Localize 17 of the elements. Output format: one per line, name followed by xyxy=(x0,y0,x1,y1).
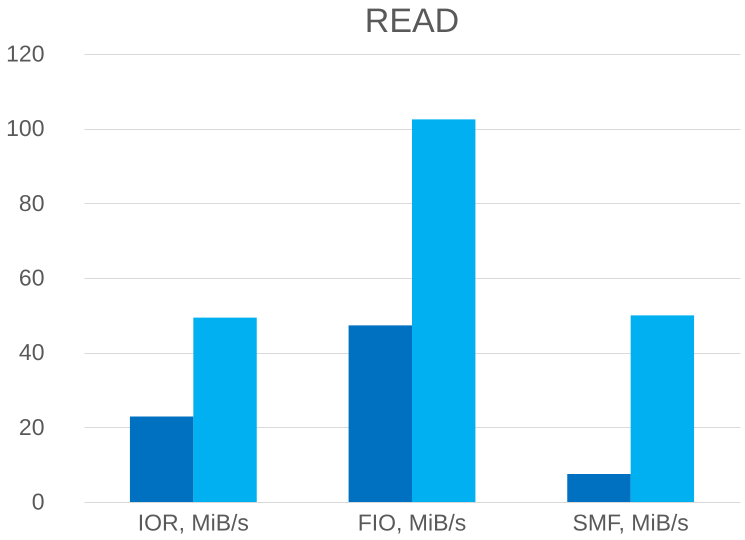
bar xyxy=(630,315,694,502)
bar xyxy=(412,119,476,502)
x-tick-label: IOR, MiB/s xyxy=(138,510,249,536)
bar xyxy=(193,318,257,502)
chart-title: READ xyxy=(364,2,460,40)
y-tick-label: 80 xyxy=(18,190,44,216)
bar xyxy=(348,325,412,502)
y-tick-label: 60 xyxy=(18,264,44,290)
y-tick-label: 100 xyxy=(6,115,44,142)
y-tick-label: 0 xyxy=(32,488,44,514)
y-tick-label: 20 xyxy=(18,414,44,440)
bar xyxy=(130,416,194,502)
y-tick-label: 120 xyxy=(6,40,44,66)
y-tick-label: 40 xyxy=(18,339,44,366)
bar xyxy=(567,474,631,502)
x-tick-label: FIO, MiB/s xyxy=(358,510,466,536)
x-tick-label: SMF, MiB/s xyxy=(572,510,689,536)
